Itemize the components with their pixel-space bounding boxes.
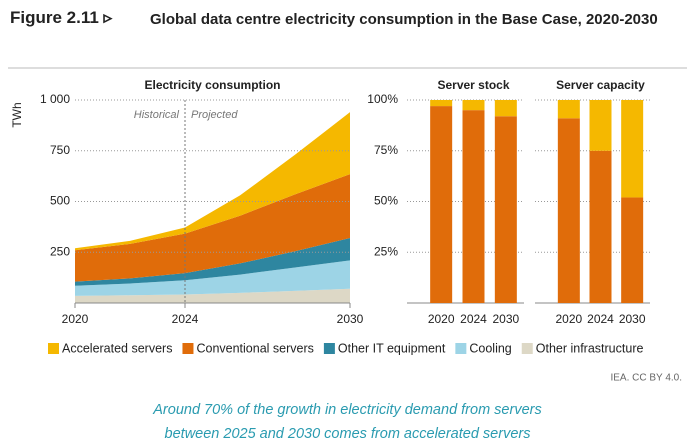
x-tick-label: 2020 xyxy=(555,312,582,326)
bar xyxy=(430,106,453,303)
y-tick-label: 1 000 xyxy=(40,92,70,106)
caption: Around 70% of the growth in electricity … xyxy=(0,398,695,444)
bar xyxy=(557,100,580,119)
annotation: Projected xyxy=(191,109,238,121)
area xyxy=(75,112,350,251)
y-tick-label: 750 xyxy=(50,143,70,157)
area xyxy=(75,288,350,303)
legend-swatch xyxy=(182,343,194,354)
x-tick-label: 2024 xyxy=(172,312,199,326)
bar xyxy=(589,100,612,151)
bar xyxy=(430,100,453,107)
chart-title: Server capacity xyxy=(556,78,645,92)
legend-label: Cooling xyxy=(469,341,511,355)
source: IEA. CC BY 4.0. xyxy=(610,373,682,384)
x-tick-label: 2030 xyxy=(337,312,364,326)
x-tick-label: 2030 xyxy=(492,312,519,326)
title: Global data centre electricity consumpti… xyxy=(150,11,658,28)
y-tick-label: 100% xyxy=(367,92,398,106)
x-tick-label: 2020 xyxy=(428,312,455,326)
y-tick-label: 500 xyxy=(50,194,70,208)
bar xyxy=(621,197,644,303)
annotation: Historical xyxy=(134,109,180,121)
legend-swatch xyxy=(455,343,467,354)
legend-swatch xyxy=(323,343,335,354)
x-tick-label: 2024 xyxy=(587,312,614,326)
y-tick-label: 75% xyxy=(374,143,398,157)
area xyxy=(75,238,350,286)
y-axis-label: TWh xyxy=(10,102,24,127)
y-tick-label: 25% xyxy=(374,244,398,258)
legend-label: Other IT equipment xyxy=(338,341,446,355)
chart-title: Server stock xyxy=(437,78,509,92)
bar xyxy=(589,150,612,303)
caption-line: Around 70% of the growth in electricity … xyxy=(153,402,542,418)
legend-label: Conventional servers xyxy=(196,341,313,355)
bar xyxy=(462,110,485,304)
legend-label: Accelerated servers xyxy=(62,341,172,355)
legend-swatch xyxy=(521,343,533,354)
bar xyxy=(462,100,485,111)
y-tick-label: 50% xyxy=(374,194,398,208)
area xyxy=(75,174,350,282)
bar xyxy=(557,118,580,304)
figure-label: Figure 2.11 ▹ xyxy=(10,8,113,27)
bar xyxy=(621,100,644,198)
legend-swatch xyxy=(48,343,59,354)
bar xyxy=(494,100,517,117)
x-tick-label: 2030 xyxy=(619,312,646,326)
caption-line: between 2025 and 2030 comes from acceler… xyxy=(164,426,531,442)
y-tick-label: 250 xyxy=(50,244,70,258)
x-tick-label: 2020 xyxy=(62,312,89,326)
bar xyxy=(494,116,517,304)
legend-label: Other infrastructure xyxy=(536,341,644,355)
x-tick-label: 2024 xyxy=(460,312,487,326)
chart-title: Electricity consumption xyxy=(144,78,280,92)
